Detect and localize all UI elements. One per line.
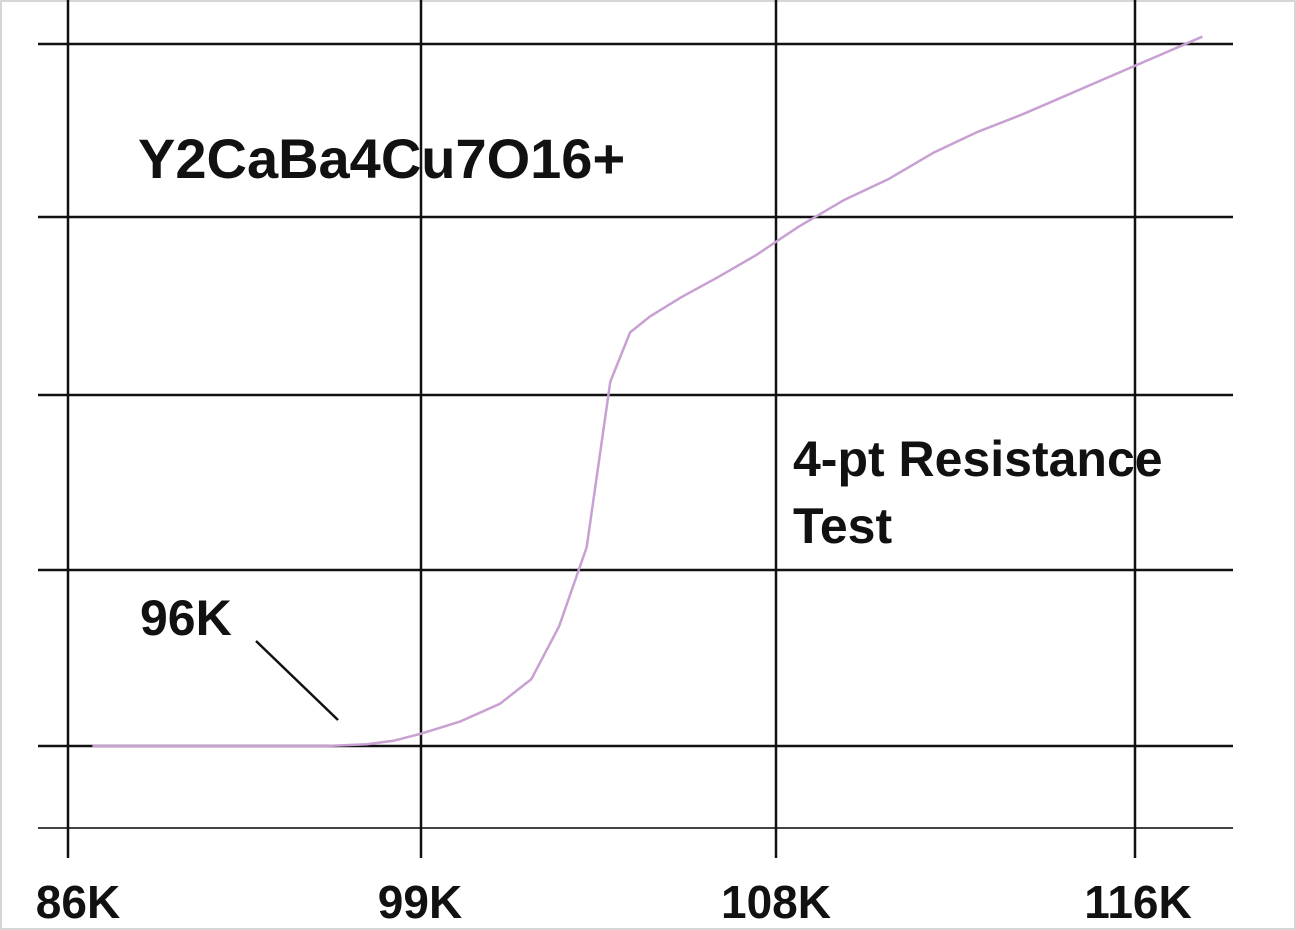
annotation-resistance-line1: 4-pt Resistance <box>793 431 1163 487</box>
annotation-resistance-line2: Test <box>793 498 892 554</box>
x-tick-label: 99K <box>378 876 462 928</box>
x-tick-label: 108K <box>721 876 831 928</box>
annotation-96k: 96K <box>140 590 232 646</box>
x-axis-tick-labels: 86K 99K 108K 116K <box>36 876 1192 928</box>
series-line-0 <box>92 35 1203 748</box>
x-tick-label: 116K <box>1084 876 1191 928</box>
series-group <box>92 35 1203 748</box>
chart-title: Y2CaBa4Cu7O16+ <box>138 127 625 190</box>
grid <box>38 0 1233 858</box>
x-tick-label: 86K <box>36 876 120 928</box>
annotation-leader-line <box>255 640 339 721</box>
